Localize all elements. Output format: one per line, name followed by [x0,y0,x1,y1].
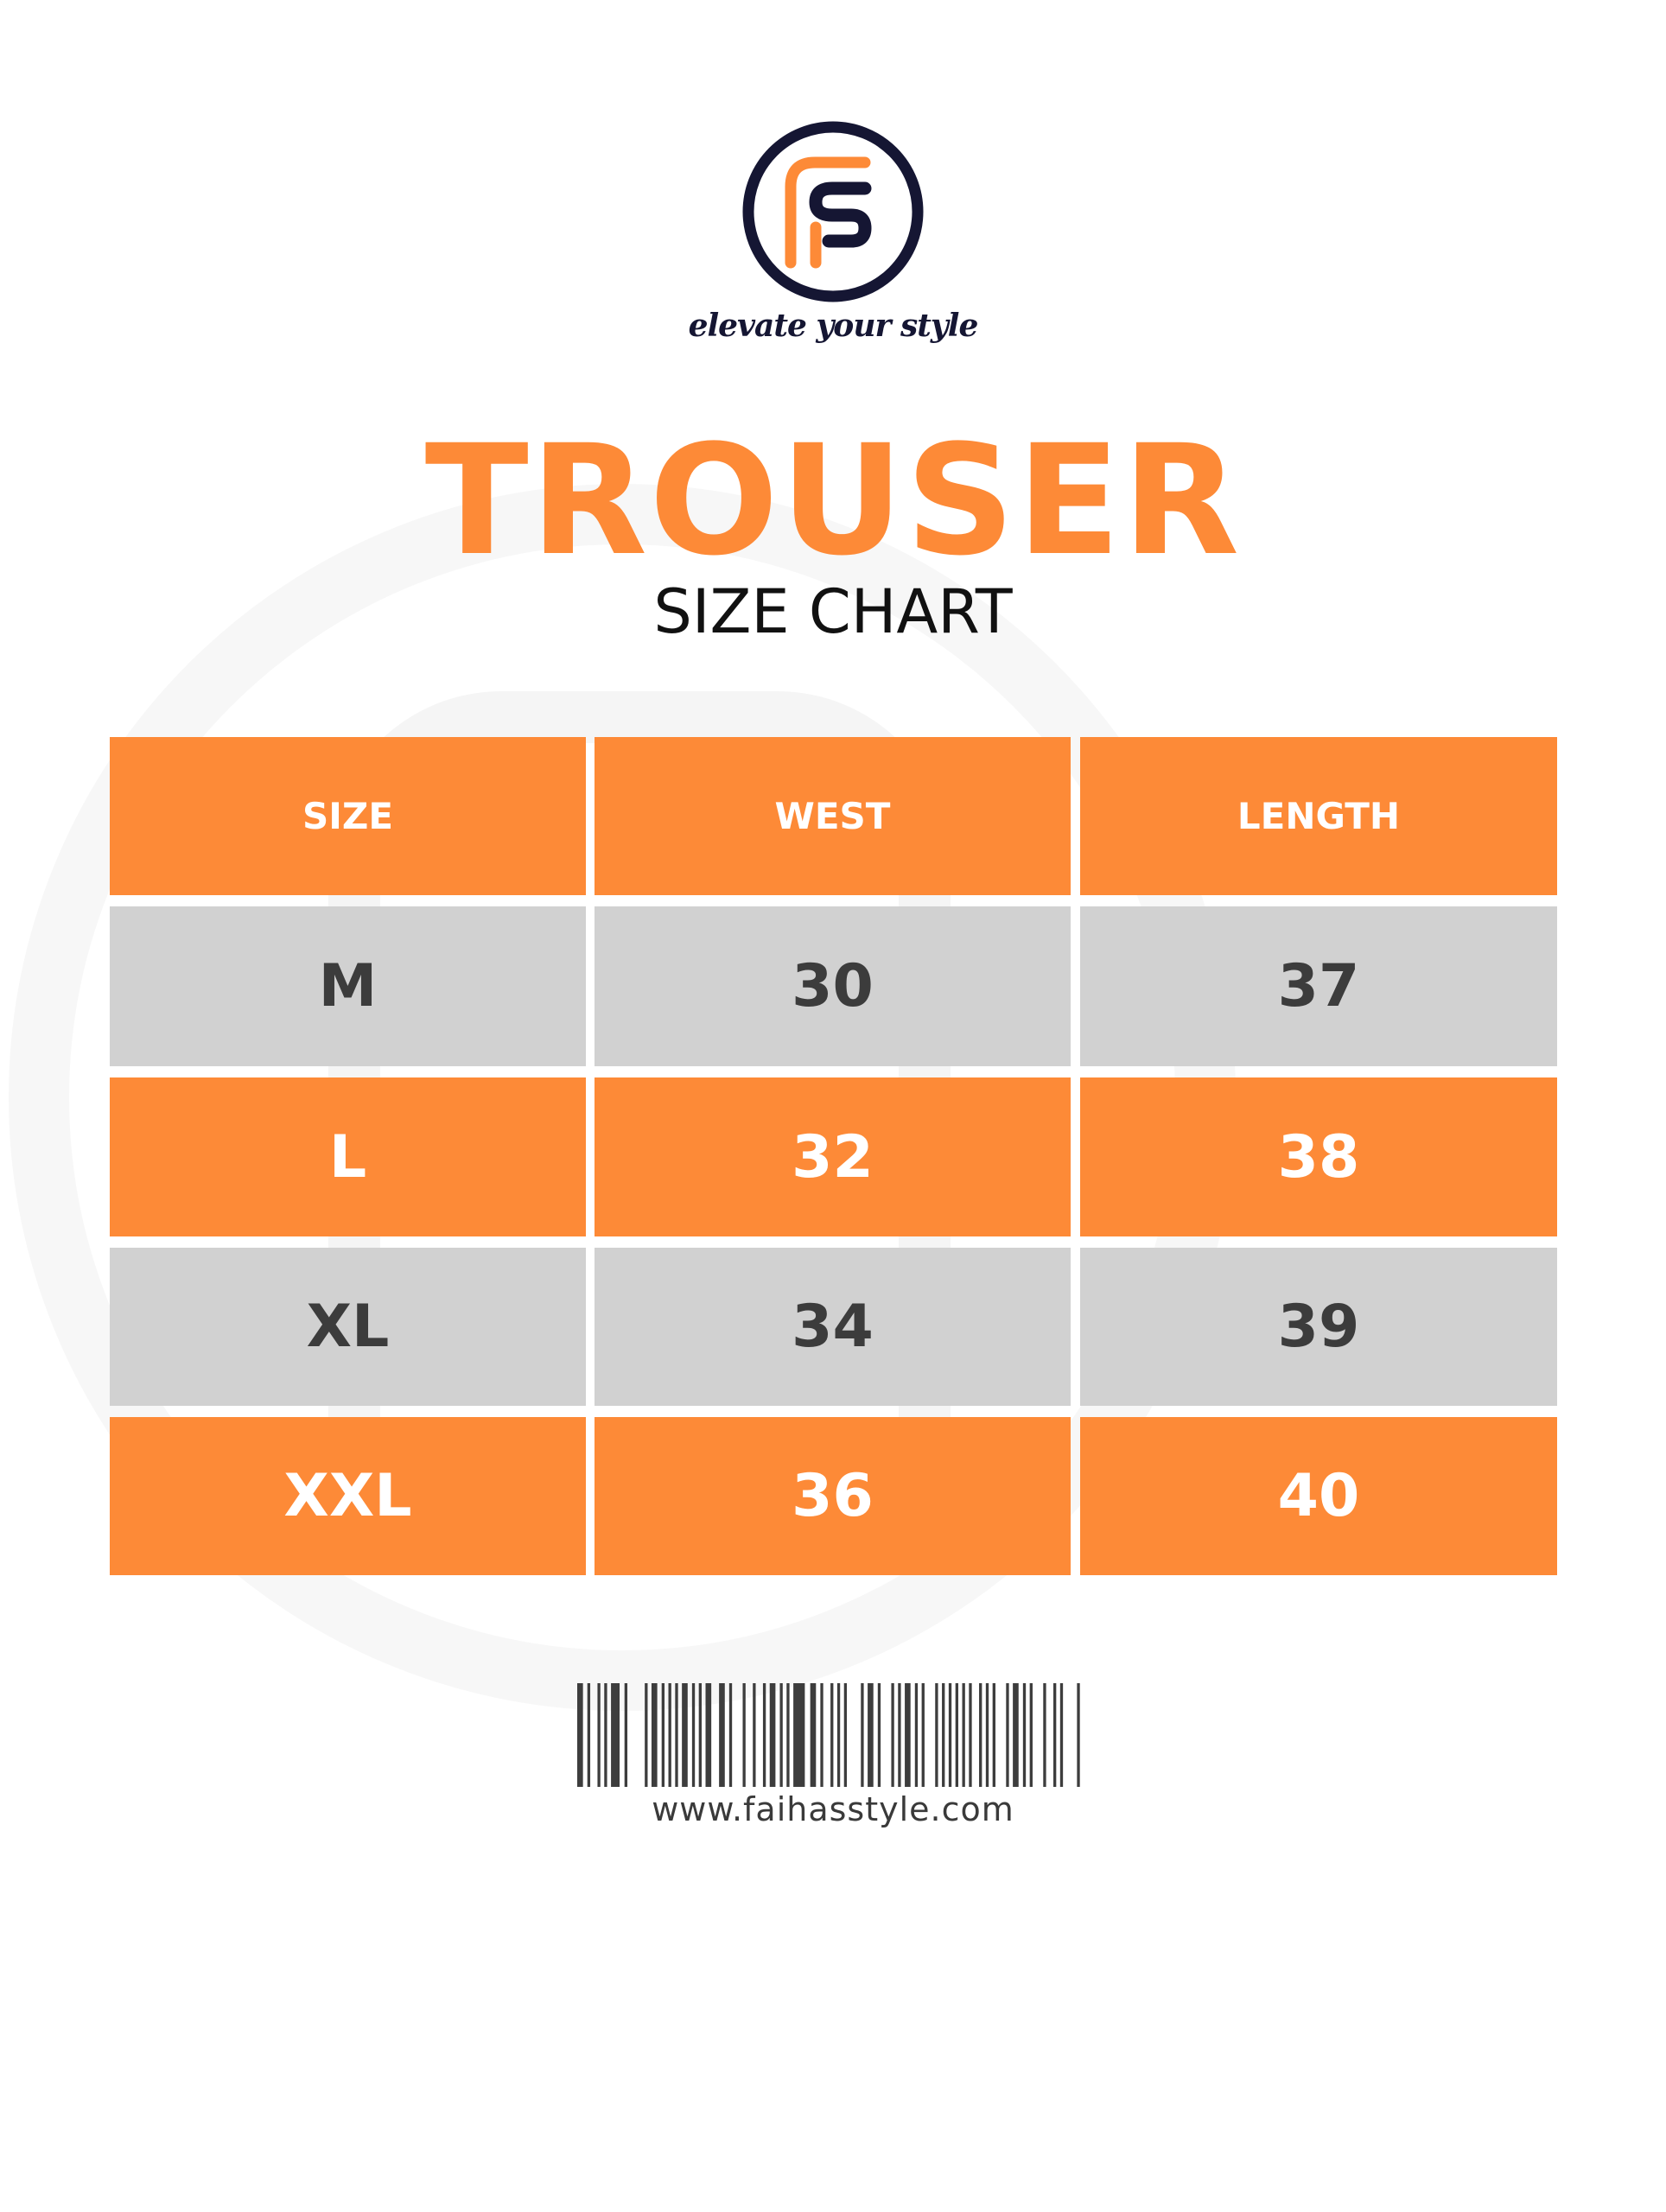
barcode-bar [577,1683,583,1787]
barcode-bar [935,1683,938,1787]
cell-size: XXL [110,1417,586,1575]
barcode-bar [753,1683,756,1787]
header-length: LENGTH [1080,737,1557,895]
barcode-bar [830,1683,834,1787]
barcode-bar [992,1683,995,1787]
brand-tagline: elevate your style [688,308,979,344]
barcode-bar [762,1683,766,1787]
barcode-bar [698,1683,703,1787]
barcode-bar [868,1683,874,1787]
barcode-bar [742,1683,746,1787]
website-url: www.faihasstyle.com [652,1790,1014,1828]
cell-length: 37 [1080,906,1557,1066]
barcode-bar [793,1683,805,1787]
barcode-bar [1059,1683,1064,1787]
barcode-bar [587,1683,591,1787]
barcode-bar [604,1683,607,1787]
barcode-bar [719,1683,725,1787]
barcode-bar [682,1683,688,1787]
barcode-bar [1006,1683,1009,1787]
barcode-bar [769,1683,776,1787]
barcode-bar [611,1683,620,1787]
cell-length: 38 [1080,1077,1557,1236]
cell-west: 36 [595,1417,1071,1575]
page-title: TROUSER [424,412,1242,589]
brand-logo [742,121,924,302]
barcode-bar [836,1683,841,1787]
barcode-bar [728,1683,733,1787]
barcode-bar [645,1683,648,1787]
cell-size: L [110,1077,586,1236]
barcode-bar [1013,1683,1019,1787]
barcode-bar [661,1683,665,1787]
barcode-bar [1077,1683,1080,1787]
barcode-bar [1022,1683,1027,1787]
barcode-bar [786,1683,790,1787]
barcode-bar [779,1683,783,1787]
barcode-bar [1043,1683,1046,1787]
cell-size: XL [110,1248,586,1406]
barcode-bar [969,1683,972,1787]
barcode-bar [843,1683,848,1787]
cell-length: 39 [1080,1248,1557,1406]
barcode-bar [942,1683,945,1787]
barcode-bar [1029,1683,1033,1787]
barcode-bar [705,1683,712,1787]
barcode-bar [651,1683,658,1787]
barcode-bar [962,1683,965,1787]
header-west: WEST [595,737,1071,895]
barcode-bar [861,1683,864,1787]
barcode-bar [985,1683,989,1787]
barcode-bar [691,1683,696,1787]
barcode-bar [1053,1683,1057,1787]
header-size: SIZE [110,737,586,895]
barcode-icon [577,1683,1080,1787]
cell-west: 30 [595,906,1071,1066]
barcode-bar [921,1683,925,1787]
cell-west: 34 [595,1248,1071,1406]
barcode-bar [624,1683,628,1787]
cell-length: 40 [1080,1417,1557,1575]
barcode-bar [979,1683,982,1787]
barcode-bar [905,1683,911,1787]
barcode-bar [955,1683,959,1787]
barcode-bar [597,1683,601,1787]
page-subtitle: SIZE CHART [653,576,1013,647]
cell-west: 32 [595,1077,1071,1236]
barcode-bar [948,1683,952,1787]
barcode-bar [877,1683,881,1787]
cell-size: M [110,906,586,1066]
barcode-bar [668,1683,671,1787]
barcode-bar [810,1683,817,1787]
barcode-bar [675,1683,678,1787]
barcode-bar [914,1683,919,1787]
barcode-bar [898,1683,901,1787]
barcode-bar [891,1683,894,1787]
barcode-bar [820,1683,823,1787]
